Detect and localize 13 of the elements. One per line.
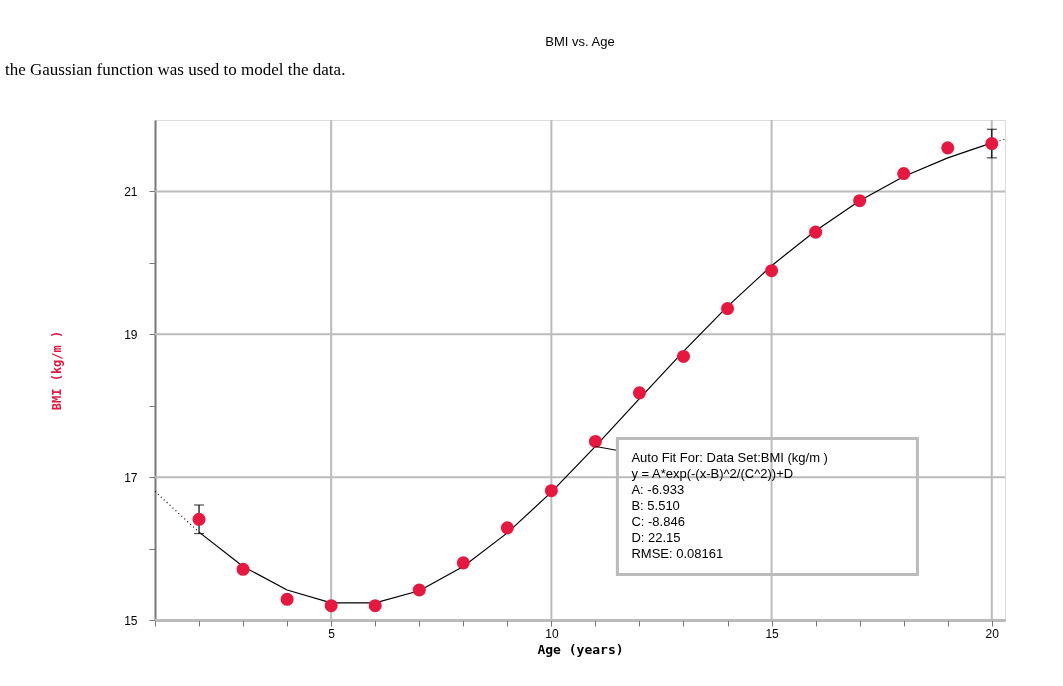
x-tick-label: 15 bbox=[765, 626, 780, 641]
y-tick-label: 19 bbox=[124, 327, 138, 342]
y-tick-label: 21 bbox=[124, 184, 138, 199]
x-tick-label: 5 bbox=[328, 626, 336, 641]
x-tick-label: 10 bbox=[545, 626, 559, 641]
y-tick-label: 15 bbox=[124, 613, 138, 628]
y-tick-label: 17 bbox=[124, 470, 138, 485]
chart-title: BMI vs. Age bbox=[545, 34, 615, 49]
y-axis-title: BMI (kg/m ) bbox=[50, 330, 65, 411]
x-axis-title: Age (years) bbox=[537, 641, 624, 657]
text: the Gaussian function was used to model the data. bbox=[5, 60, 346, 79]
x-tick-label: 20 bbox=[985, 626, 1000, 641]
annotation: Auto Fit For: Data Set:BMI (kg/m ) y = A*exp(-(x-B)^2/(C^2))+D A: -6.933 B: 5.510 C: -8.846 D: 22.15 RMSE: 0.08161 bbox=[631, 450, 828, 562]
